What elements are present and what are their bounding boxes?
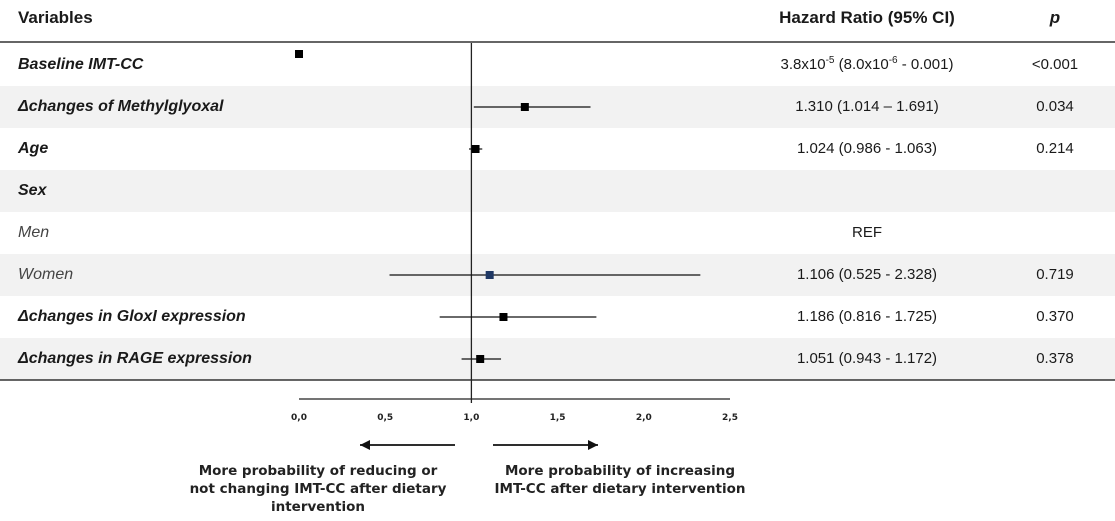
header-p: p [1049,8,1061,27]
hazard-ratio-cell: 1.024 (0.986 - 1.063) [796,140,938,157]
point-marker [295,50,304,58]
p-value-cell: 0.370 [1036,308,1074,325]
header-variables: Variables [18,8,93,27]
hazard-ratio-cell: 1.310 (1.014 – 1.691) [795,98,939,115]
hazard-ratio-cell: 1.051 (0.943 - 1.172) [796,350,938,367]
hazard-ratio-cell: 1.106 (0.525 - 2.328) [796,266,938,283]
p-value-cell: 0.034 [1036,98,1074,115]
x-tick-label: 1,0 [463,413,479,423]
annotation-left: More probability of reducing or not chan… [168,462,468,516]
arrow-left-icon-head [360,440,370,450]
annotation-right-line: IMT-CC after dietary intervention [494,481,746,497]
row-label: Baseline IMT-CC [18,56,144,73]
row-label: Δchanges in GloxI expression [18,308,246,325]
x-tick-label: 1,5 [550,413,566,423]
x-tick-label: 0,0 [291,413,307,423]
p-value-cell: <0.001 [1031,56,1079,73]
row-label: Age [18,140,49,157]
hazard-ratio-cell: REF [852,224,882,241]
p-value-cell: 0.378 [1036,350,1074,367]
header-hazard-ratio: Hazard Ratio (95% CI) [779,8,955,27]
p-value-cell: 0.214 [1036,140,1074,157]
point-marker [471,145,480,153]
annotation-left-line: not changing IMT-CC after dietary [189,481,447,497]
table-row [0,170,1115,212]
row-label: Δchanges of Methylglyoxal [18,98,224,115]
annotation-left-line: More probability of reducing or [198,463,438,479]
x-tick-label: 2,0 [636,413,652,423]
p-value-cell: 0.719 [1036,266,1074,283]
row-label: Men [18,224,50,241]
annotation-right: More probability of increasing IMT-CC af… [470,462,770,498]
annotation-right-line: More probability of increasing [504,463,736,479]
point-marker [499,313,508,321]
arrow-right-icon-head [588,440,598,450]
annotation-left-line: intervention [270,499,366,515]
table-row [0,338,1115,380]
point-marker [476,355,485,363]
x-tick-label: 0,5 [377,413,393,423]
point-marker [520,103,529,111]
x-tick-label: 2,5 [722,413,738,423]
hazard-ratio-cell: 3.8x10-5 (8.0x10-6 - 0.001) [780,55,954,74]
hazard-ratio-cell: 1.186 (0.816 - 1.725) [796,308,938,325]
point-marker [485,271,494,279]
row-label: Women [18,266,74,283]
row-label: Sex [18,182,47,199]
row-label: Δchanges in RAGE expression [18,350,252,367]
